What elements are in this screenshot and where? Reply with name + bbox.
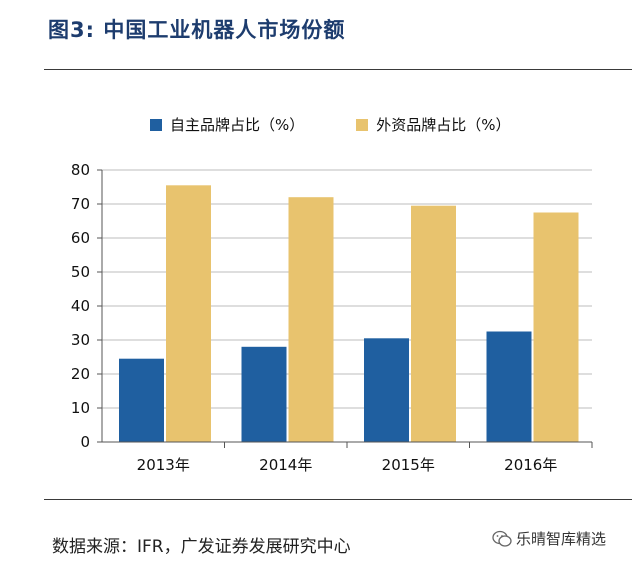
bar-foreign bbox=[411, 205, 456, 442]
legend-swatch-domestic bbox=[150, 118, 162, 131]
source-note: 数据来源：IFR，广发证券发展研究中心 bbox=[52, 537, 351, 557]
legend-item-foreign: 外资品牌占比（%） bbox=[356, 114, 511, 135]
x-tick-label: 2016年 bbox=[504, 456, 557, 474]
y-tick-label: 20 bbox=[71, 365, 90, 383]
y-tick-label: 10 bbox=[71, 399, 90, 417]
x-tick-label: 2014年 bbox=[259, 456, 312, 474]
y-tick-label: 0 bbox=[80, 433, 90, 451]
y-tick-label: 40 bbox=[71, 297, 90, 315]
legend-swatch-foreign bbox=[356, 118, 369, 131]
legend: 自主品牌占比（%） 外资品牌占比（%） bbox=[150, 114, 511, 135]
bottom-rule bbox=[44, 499, 632, 500]
x-tick-label: 2013年 bbox=[137, 456, 190, 474]
watermark-text: 乐晴智库精选 bbox=[516, 530, 607, 548]
legend-label-domestic: 自主品牌占比（%） bbox=[170, 116, 305, 134]
top-rule bbox=[44, 69, 632, 70]
legend-label-foreign: 外资品牌占比（%） bbox=[376, 116, 511, 134]
bar-domestic bbox=[486, 331, 532, 442]
y-tick-label: 50 bbox=[71, 263, 90, 281]
wechat-icon bbox=[492, 530, 512, 547]
bar-foreign bbox=[533, 212, 579, 442]
bar-chart: 0 10 20 30 40 50 60 70 80 2013年 2014年 2015年 2016年 bbox=[71, 161, 593, 474]
figure-title: 图3: 中国工业机器人市场份额 bbox=[48, 18, 346, 42]
y-tick-label: 30 bbox=[71, 331, 90, 349]
y-tick-label: 70 bbox=[71, 195, 90, 213]
y-tick-label: 60 bbox=[71, 229, 90, 247]
bar-foreign bbox=[288, 197, 334, 442]
bar-domestic bbox=[119, 358, 164, 442]
bar-foreign bbox=[166, 185, 211, 443]
y-tick-label: 80 bbox=[71, 161, 90, 179]
watermark: 乐晴智库精选 bbox=[492, 528, 606, 549]
bar-domestic bbox=[364, 338, 409, 442]
legend-item-domestic: 自主品牌占比（%） bbox=[150, 114, 304, 135]
bar-domestic bbox=[241, 346, 287, 442]
x-tick-label: 2015年 bbox=[382, 456, 435, 474]
